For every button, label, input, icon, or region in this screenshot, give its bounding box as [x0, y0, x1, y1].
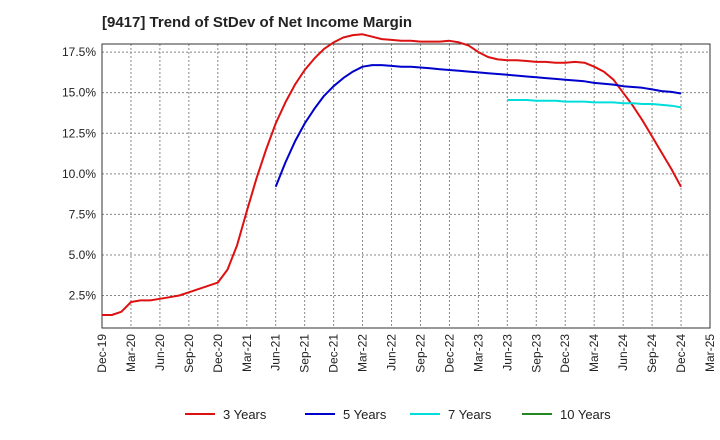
x-tick-label: Mar-22 [356, 334, 370, 372]
legend-label-10-years: 10 Years [560, 407, 611, 422]
x-tick-label: Jun-21 [269, 334, 283, 371]
legend-label-3-years: 3 Years [223, 407, 267, 422]
x-tick-label: Dec-24 [674, 334, 688, 373]
x-tick-label: Sep-20 [182, 334, 196, 373]
x-tick-label: Dec-20 [211, 334, 225, 373]
series-line-5-years [274, 64, 682, 188]
y-tick-label: 7.5% [69, 207, 97, 221]
y-tick-label: 10.0% [62, 167, 96, 181]
x-tick-label: Dec-22 [442, 334, 456, 373]
legend-label-5-years: 5 Years [343, 407, 387, 422]
y-tick-label: 5.0% [69, 248, 97, 262]
y-tick-label: 12.5% [62, 126, 96, 140]
chart-title: [9417] Trend of StDev of Net Income Marg… [102, 14, 413, 31]
plot-area [102, 44, 710, 328]
x-tick-label: Jun-24 [616, 334, 630, 371]
y-tick-label: 17.5% [62, 45, 96, 59]
x-tick-label: Sep-24 [645, 334, 659, 373]
x-tick-label: Mar-23 [471, 334, 485, 372]
x-tick-label: Mar-24 [587, 334, 601, 372]
x-tick-label: Sep-23 [529, 334, 543, 373]
plot-border [101, 43, 711, 329]
series-line-7-years [507, 99, 682, 109]
x-tick-label: Dec-23 [558, 334, 572, 373]
x-tick-label: Dec-21 [327, 334, 341, 373]
x-tick-label: Mar-20 [124, 334, 138, 372]
series-line-3-years [102, 33, 682, 316]
x-tick-label: Dec-19 [95, 334, 109, 373]
y-tick-label: 15.0% [62, 86, 96, 100]
x-tick-label: Jun-20 [153, 334, 167, 371]
y-tick-label: 2.5% [69, 289, 97, 303]
x-tick-label: Mar-21 [240, 334, 254, 372]
x-tick-label: Sep-22 [413, 334, 427, 373]
legend-label-7-years: 7 Years [448, 407, 492, 422]
x-tick-label: Sep-21 [298, 334, 312, 373]
x-tick-label: Mar-25 [703, 334, 717, 372]
x-tick-label: Jun-23 [500, 334, 514, 371]
x-tick-label: Jun-22 [385, 334, 399, 371]
